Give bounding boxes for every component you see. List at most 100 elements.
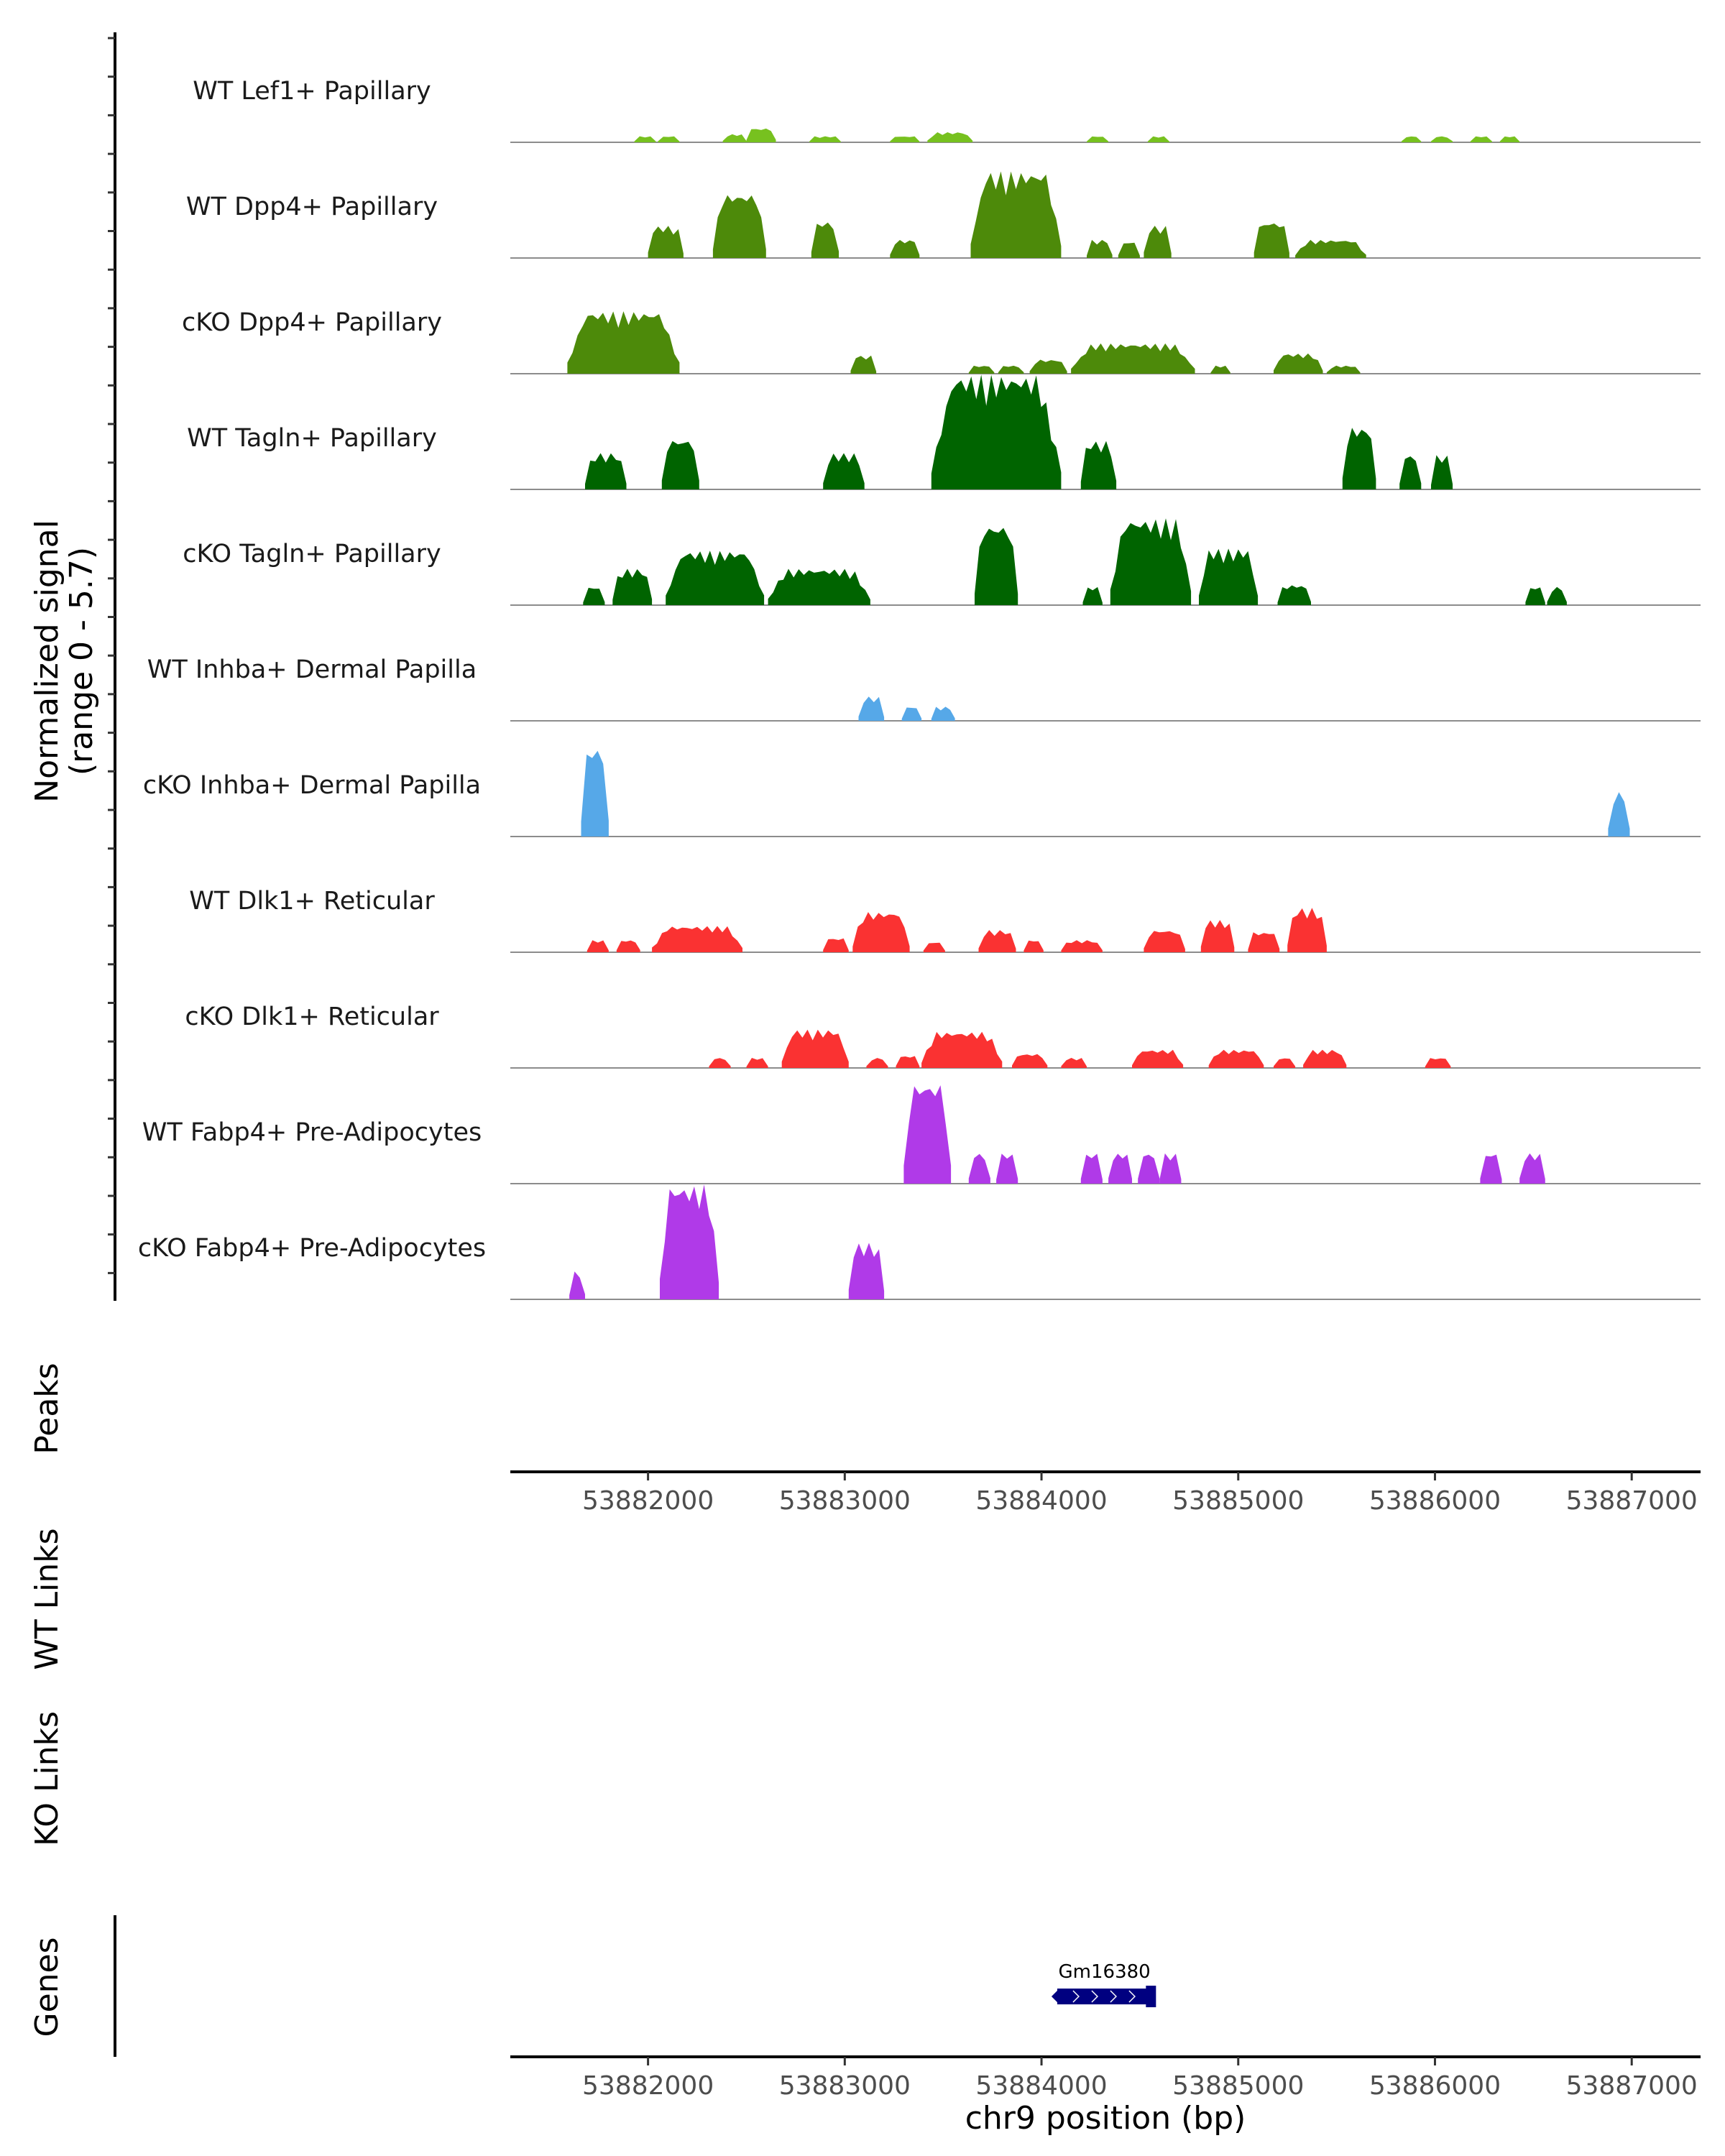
coverage-peak xyxy=(1071,343,1195,374)
coverage-peak xyxy=(1138,1154,1160,1184)
coverage-peak xyxy=(996,1153,1018,1184)
coverage-peak xyxy=(1012,1054,1048,1068)
coverage-peak xyxy=(858,696,885,721)
coverage-peak xyxy=(931,374,1062,489)
track-11: cKO Fabp4+ Pre-Adipocytes xyxy=(138,1184,1701,1300)
coverage-peak xyxy=(1480,1154,1502,1184)
coverage-y-axis-title: Normalized signal (range 0 - 5.7) xyxy=(29,520,100,803)
coverage-peak xyxy=(781,1029,849,1068)
coverage-peak xyxy=(661,441,699,489)
coverage-peak xyxy=(1342,428,1376,489)
wt-links-panel-title: WT Links xyxy=(29,1528,65,1669)
coverage-peak xyxy=(567,311,680,374)
x-tick-label: 53883000 xyxy=(779,2071,911,2101)
coverage-peak xyxy=(1401,136,1422,142)
x-tick-label: 53882000 xyxy=(582,1486,714,1516)
coverage-peak xyxy=(1108,1153,1132,1184)
coverage-peak xyxy=(1287,908,1327,952)
x-tick-label: 53886000 xyxy=(1369,2071,1501,2101)
coverage-peak xyxy=(978,930,1016,952)
coverage-peak xyxy=(890,136,920,142)
coverage-peak xyxy=(634,136,656,142)
ko-links-panel-title: KO Links xyxy=(29,1711,65,1846)
coverage-peak xyxy=(746,1058,768,1068)
coverage-peak xyxy=(1147,136,1169,142)
track-label: cKO Inhba+ Dermal Papilla xyxy=(143,771,481,800)
coverage-peak xyxy=(968,365,995,374)
x-tick-label: 53884000 xyxy=(975,2071,1107,2101)
track-10: WT Fabp4+ Pre-Adipocytes xyxy=(142,1085,1701,1184)
track-6: WT Inhba+ Dermal Papilla xyxy=(147,655,1701,722)
gene-strand-arrow xyxy=(1072,1990,1080,2003)
track-label: cKO Dlk1+ Reticular xyxy=(185,1003,439,1031)
coverage-peak xyxy=(581,750,609,837)
coverage-peak xyxy=(768,568,870,605)
coverage-peak xyxy=(866,1058,888,1068)
track-label: cKO Dpp4+ Papillary xyxy=(182,308,442,337)
y-axis-title-line-2: (range 0 - 5.7) xyxy=(63,547,100,775)
coverage-peak xyxy=(658,136,680,142)
coverage-peak xyxy=(998,365,1024,374)
coverage-peak xyxy=(1200,920,1235,952)
track-3: cKO Dpp4+ Papillary xyxy=(182,308,1701,374)
coverage-peak xyxy=(1208,1049,1264,1068)
coverage-y-axis xyxy=(108,32,116,1301)
coverage-peak xyxy=(975,528,1018,605)
track-label: WT Fabp4+ Pre-Adipocytes xyxy=(142,1118,482,1147)
coverage-peak xyxy=(850,355,877,374)
x-tick-label: 53885000 xyxy=(1172,1486,1304,1516)
track-4: WT Tagln+ Papillary xyxy=(187,374,1701,490)
x-axis-title: chr9 position (bp) xyxy=(965,2100,1246,2137)
coverage-peak xyxy=(1118,242,1140,258)
coverage-peak xyxy=(1295,239,1366,258)
coverage-peak xyxy=(666,550,765,605)
coverage-peak xyxy=(890,239,920,258)
coverage-peak xyxy=(1470,136,1492,142)
peaks-panel-title: Peaks xyxy=(29,1363,65,1454)
x-tick-label: 53884000 xyxy=(975,1486,1107,1516)
coverage-peak xyxy=(1144,226,1172,258)
coverage-peak xyxy=(722,134,747,142)
coverage-peak xyxy=(746,128,776,142)
coverage-peak xyxy=(931,706,955,721)
track-label: cKO Tagln+ Papillary xyxy=(183,540,441,568)
coverage-peak xyxy=(1061,940,1103,952)
coverage-peak xyxy=(848,1243,885,1299)
coverage-peak xyxy=(652,926,742,952)
track-label: WT Inhba+ Dermal Papilla xyxy=(147,655,477,684)
coverage-peak xyxy=(1110,518,1192,605)
coverage-peak xyxy=(1210,365,1230,374)
track-2: WT Dpp4+ Papillary xyxy=(186,171,1701,259)
peaks-x-axis: 53882000 53883000 53884000 53885000 53886000… xyxy=(510,1470,1701,1516)
y-axis-title-line-1: Normalized signal xyxy=(29,520,65,803)
coverage-peak xyxy=(927,132,973,142)
coverage-peak xyxy=(1303,1049,1347,1068)
x-tick-label: 53885000 xyxy=(1172,2071,1304,2101)
gene-body xyxy=(1057,1989,1152,2004)
coverage-peak xyxy=(648,226,684,258)
coverage-peak xyxy=(852,912,910,952)
coverage-peak xyxy=(1608,792,1630,837)
coverage-peak xyxy=(809,136,841,142)
coverage-peak xyxy=(1080,441,1117,489)
coverage-peak xyxy=(1547,586,1567,605)
track-label: WT Tagln+ Papillary xyxy=(187,424,437,453)
coverage-peak xyxy=(921,1031,1003,1068)
coverage-peak xyxy=(616,940,640,952)
coverage-peak xyxy=(612,568,653,605)
track-9: cKO Dlk1+ Reticular xyxy=(185,1003,1701,1069)
x-tick-label: 53887000 xyxy=(1566,2071,1698,2101)
track-5: cKO Tagln+ Papillary xyxy=(183,518,1701,606)
coverage-peak xyxy=(1144,931,1185,952)
genes-panel-title: Genes xyxy=(29,1937,65,2037)
coverage-peak xyxy=(811,222,840,258)
coverage-peak xyxy=(586,940,609,952)
coverage-peak xyxy=(1525,587,1545,605)
track-label: WT Dpp4+ Papillary xyxy=(186,193,438,221)
coverage-peak xyxy=(923,942,945,952)
gene-end-cap xyxy=(1146,1986,1156,2007)
gene-strand-arrow xyxy=(1091,1990,1099,2003)
genes-panel: Gm16380 xyxy=(114,1915,1156,2057)
coverage-peak xyxy=(901,707,922,721)
genes-x-axis: 53882000 53883000 53884000 53885000 53886000… xyxy=(510,2055,1701,2101)
